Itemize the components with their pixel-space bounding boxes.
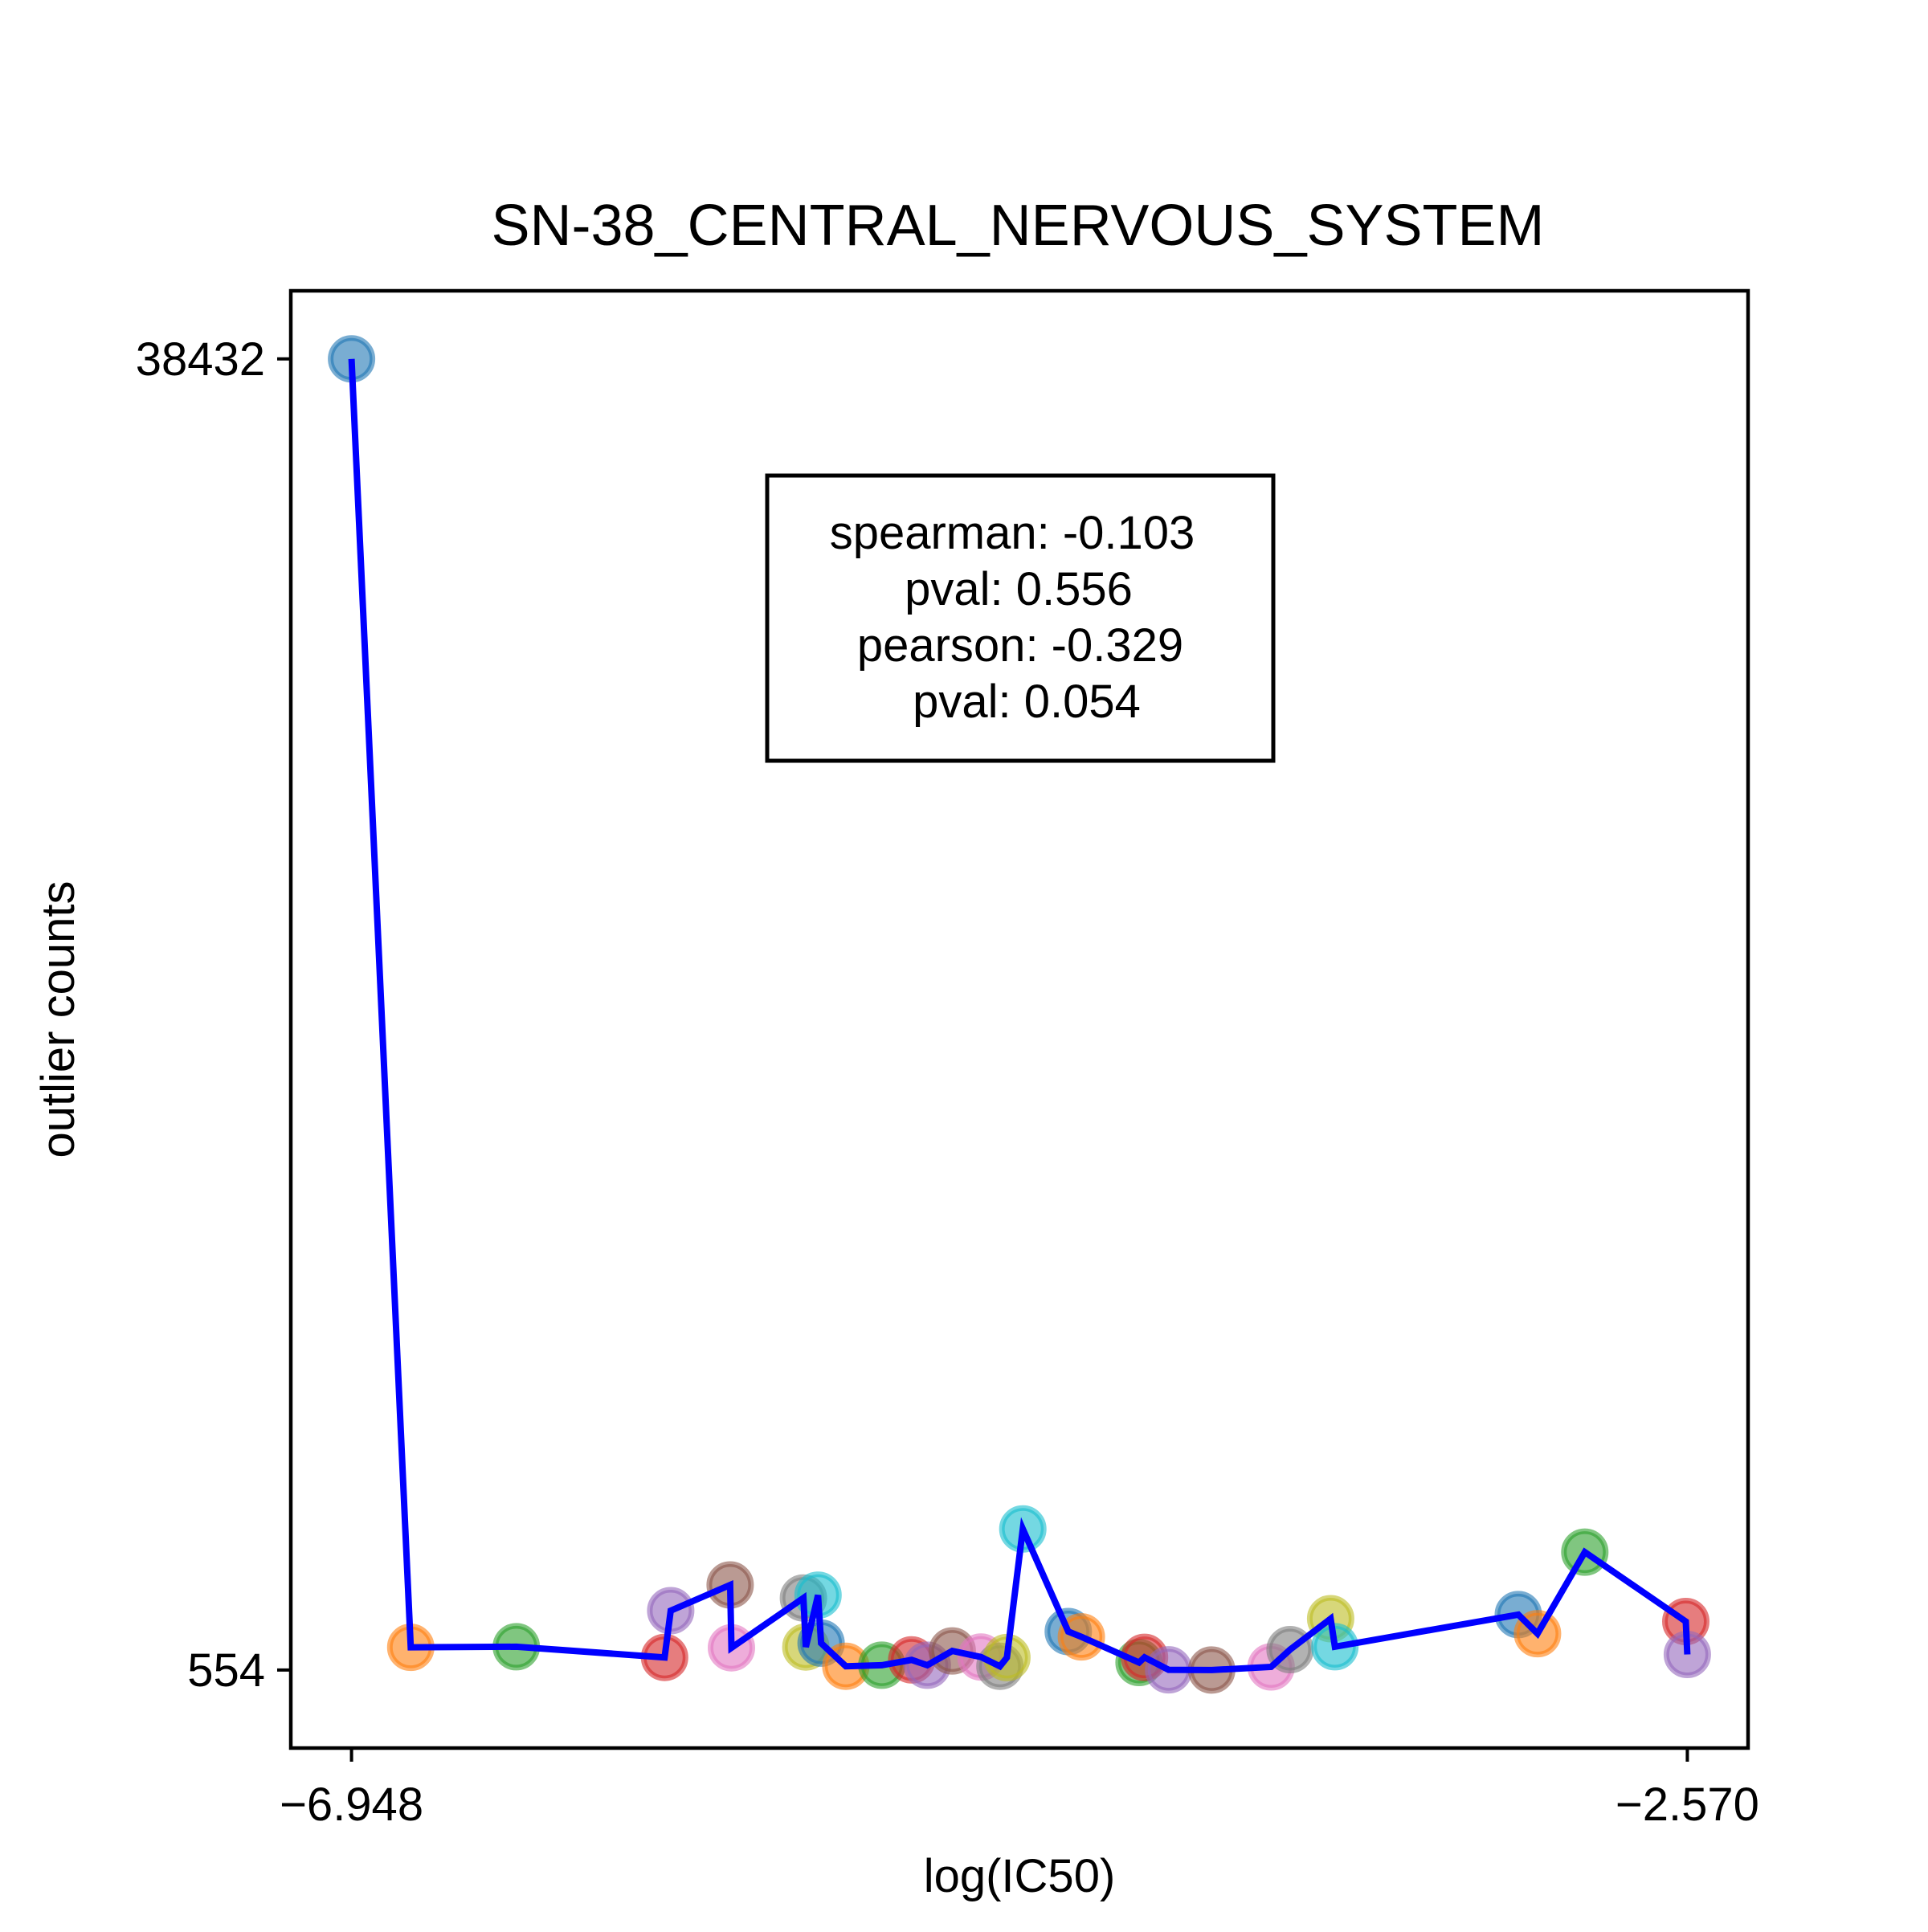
stats-pearson-pval: pval: 0.054 bbox=[913, 676, 1141, 728]
x-axis-label: log(IC50) bbox=[924, 1850, 1116, 1902]
data-line-layer bbox=[348, 358, 1691, 1673]
stats-spearman: spearman: -0.103 bbox=[830, 507, 1195, 559]
y-axis-label: outlier counts bbox=[32, 881, 84, 1158]
stats-box-frame bbox=[765, 473, 1276, 763]
stats-pearson: pearson: -0.329 bbox=[857, 619, 1183, 672]
x-tick-label: −2.570 bbox=[1616, 1779, 1759, 1831]
y-tick-label: 38432 bbox=[136, 333, 265, 386]
stats-annotation-box: spearman: -0.103 pval: 0.556 pearson: -0… bbox=[765, 473, 1276, 763]
x-tick-label: −6.948 bbox=[280, 1779, 423, 1831]
stats-spearman-pval: pval: 0.556 bbox=[905, 563, 1133, 615]
series-line bbox=[348, 358, 1691, 1673]
chart-title: SN-38_CENTRAL_NERVOUS_SYSTEM bbox=[491, 194, 1544, 258]
plot-area-frame bbox=[288, 288, 1750, 1750]
y-tick-label: 554 bbox=[187, 1644, 265, 1697]
axes: −6.948 −2.570 38432 554 bbox=[136, 333, 1759, 1831]
